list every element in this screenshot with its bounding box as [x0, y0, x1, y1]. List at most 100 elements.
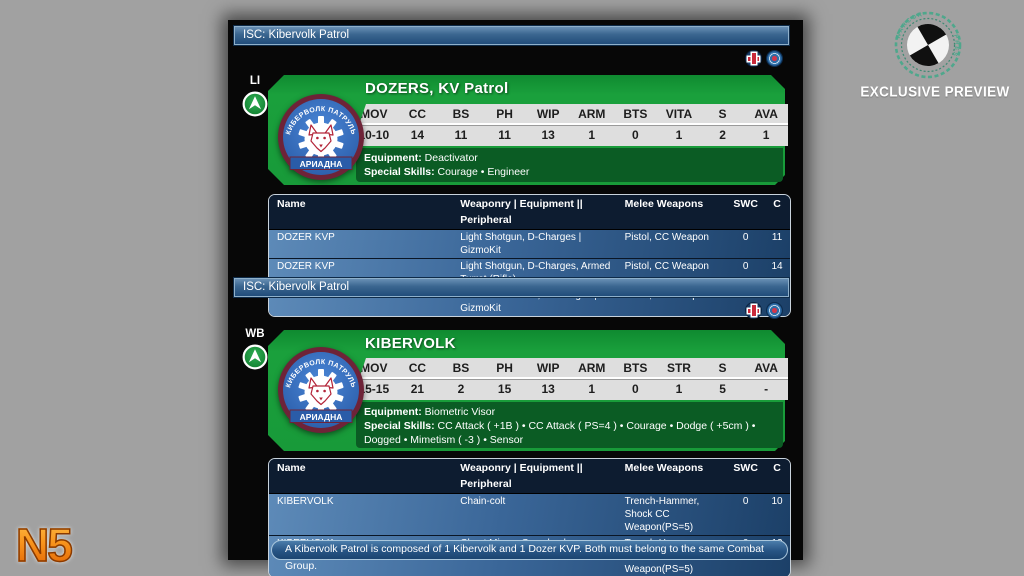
stat-header: ARM: [578, 107, 606, 121]
stat-header: S: [718, 361, 727, 375]
col-header-weaponry: Weaponry | Equipment || Peripheral: [460, 198, 583, 226]
skills-line: Special Skills: Courage • Engineer: [364, 165, 775, 179]
stat-header: BS: [452, 361, 470, 375]
isc-header-bar: ISC: Kibervolk Patrol: [233, 277, 790, 298]
stat-header: BTS: [623, 107, 648, 121]
stats-value-row: 15-15 21 2 15 13 1 0 1 5 -: [352, 379, 788, 400]
cell-weaponry: Light Shotgun, D-Charges | GizmoKit: [460, 232, 582, 256]
cell-name: DOZER KVP: [277, 261, 335, 272]
col-header-name: Name: [277, 462, 306, 474]
stat-value: 14: [410, 128, 425, 142]
cell-swc: 0: [742, 261, 749, 272]
stat-card-panel: ISC: Kibervolk Patrol LI DOZERS, KV Patr…: [228, 20, 803, 576]
ariadna-faction-icon: [745, 50, 762, 67]
stat-header: WIP: [536, 361, 560, 375]
stat-value: 15-15: [358, 382, 390, 396]
svg-text:АРИАДНА: АРИАДНА: [300, 159, 343, 169]
unit-title: DOZERS, KV Patrol: [365, 80, 509, 97]
col-header-melee: Melee Weapons: [624, 462, 704, 474]
stat-value: 5: [719, 382, 726, 396]
ariadna-faction-icon: [745, 302, 762, 319]
stat-value: -: [764, 382, 769, 396]
cell-c: 10: [771, 496, 783, 507]
stat-value: 1: [762, 128, 770, 142]
stat-value: 1: [588, 128, 596, 142]
isc-header-bar: ISC: Kibervolk Patrol: [233, 25, 790, 46]
stat-value: 10-10: [358, 128, 390, 142]
kibervolk-unit-emblem: КИБЕРВОЛК ПАТРУЛЬ: [278, 347, 364, 433]
stat-header: BTS: [623, 361, 648, 375]
stats-value-row: 10-10 14 11 11 13 1 0 1 2 1: [352, 125, 788, 146]
stats-header-row: MOV CC BS PH WIP ARM BTS STR S AVA: [352, 358, 788, 379]
skills-label: Special Skills:: [364, 166, 435, 178]
stat-header: AVA: [754, 361, 778, 375]
stat-header: ARM: [578, 361, 606, 375]
order-type-label: WB: [245, 328, 265, 340]
cell-name: DOZER KVP: [277, 232, 335, 243]
stat-header: PH: [496, 361, 513, 375]
faction-icons: [745, 302, 787, 320]
cell-c: 11: [771, 232, 783, 243]
kibervolk-unit-emblem: КИБЕРВОЛК ПАТРУЛЬ: [278, 94, 364, 180]
unit-type-roundel-icon: [766, 50, 783, 67]
skills-label: Special Skills:: [364, 420, 435, 432]
equipment-value: Biometric Visor: [424, 406, 496, 418]
col-header-swc: SWC: [733, 198, 758, 210]
equipment-line: Equipment: Biometric Visor: [364, 405, 775, 419]
unit-type-roundel-icon: [766, 302, 783, 319]
weapons-table-header: Name Weaponry | Equipment || Peripheral …: [269, 195, 790, 230]
composition-note: A Kibervolk Patrol is composed of 1 Kibe…: [271, 540, 788, 572]
equipment-value: Deactivator: [424, 152, 478, 164]
stat-value: 15: [497, 382, 512, 396]
table-row: KIBERVOLK Chain-colt Trench-Hammer, Shoc…: [269, 494, 790, 536]
col-header-c: C: [773, 462, 781, 474]
stat-value: 11: [454, 128, 468, 142]
stats-header-row: MOV CC BS PH WIP ARM BTS VITA S AVA: [352, 104, 788, 125]
stat-value: 11: [498, 128, 511, 142]
skills-value: Courage • Engineer: [437, 166, 530, 178]
stat-header: WIP: [536, 107, 560, 121]
skills-line: Special Skills: CC Attack ( +1B ) • CC A…: [364, 419, 775, 447]
stat-header: S: [718, 107, 727, 121]
stat-value: 1: [675, 128, 683, 142]
n5-logo: N5: [15, 518, 73, 572]
isc-header-text: ISC: Kibervolk Patrol: [243, 281, 350, 293]
stat-value: 0: [632, 128, 639, 142]
stat-header: VITA: [665, 107, 693, 121]
exclusive-preview-label: EXCLUSIVE PREVIEW: [860, 83, 1010, 100]
cell-c: 14: [771, 261, 783, 272]
cell-swc: 0: [742, 232, 749, 243]
stat-value: 13: [541, 382, 555, 396]
col-header-c: C: [773, 198, 781, 210]
stat-value: 2: [457, 382, 465, 396]
stat-header: BS: [452, 107, 470, 121]
stat-value: 1: [675, 382, 683, 396]
order-type-label: LI: [249, 75, 261, 87]
equipment-skills-box: Equipment: Biometric Visor Special Skill…: [356, 402, 783, 448]
col-header-weaponry: Weaponry | Equipment || Peripheral: [460, 462, 583, 490]
cell-name: KIBERVOLK: [277, 496, 334, 507]
equipment-label: Equipment:: [364, 152, 422, 164]
unit-title: KIBERVOLK: [365, 335, 456, 352]
svg-text:АРИАДНА: АРИАДНА: [300, 412, 343, 422]
stat-value: 2: [719, 128, 726, 142]
cell-melee: Pistol, CC Weapon: [624, 232, 709, 243]
isc-header-text: ISC: Kibervolk Patrol: [243, 29, 350, 41]
stat-header: MOV: [360, 107, 388, 121]
stat-header: CC: [408, 107, 427, 121]
stats-band: MOV CC BS PH WIP ARM BTS STR S AVA 15-15…: [352, 358, 788, 400]
stat-header: MOV: [360, 361, 388, 375]
table-row: DOZER KVP Light Shotgun, D-Charges | Giz…: [269, 230, 790, 259]
stat-value: 1: [588, 382, 596, 396]
regular-order-icon: [242, 344, 268, 370]
stat-header: CC: [408, 361, 427, 375]
stat-value: 13: [541, 128, 555, 142]
stat-value: 21: [410, 382, 425, 396]
skills-value: CC Attack ( +1B ) • CC Attack ( PS=4 ) •…: [364, 420, 756, 446]
cell-weaponry: Chain-colt: [460, 496, 506, 507]
weapons-table: Name Weaponry | Equipment || Peripheral …: [268, 194, 791, 317]
equipment-skills-box: Equipment: Deactivator Special Skills: C…: [356, 148, 783, 182]
stat-header: PH: [496, 107, 513, 121]
stat-header: STR: [666, 361, 691, 375]
